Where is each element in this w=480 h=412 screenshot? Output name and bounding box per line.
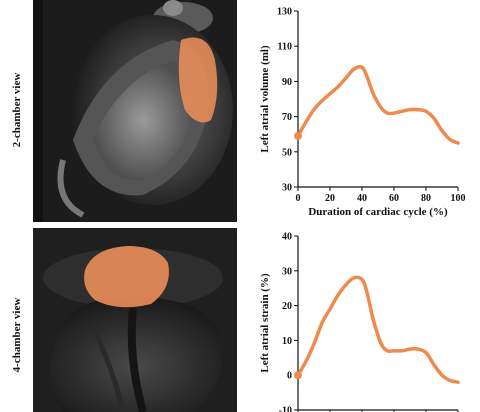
strain-y-axis-label: Left atrial strain (%) [259,273,271,373]
strain-start-point [294,371,302,380]
volume-y-tick-label: 130 [277,7,292,18]
volume-x-tick-label: 0 [296,193,301,204]
volume-x-axis-label: Duration of cardiac cycle (%) [308,206,448,218]
volume-y-tick-label: 90 [282,77,292,88]
strain-y-tick-label: 20 [282,301,292,312]
strain-y-tick-label: 40 [282,232,292,243]
volume-x-tick-label: 100 [451,193,466,204]
left-atrium-overlay [84,246,169,308]
strain-series-line [296,275,460,384]
strain-y-tick-label: 30 [282,266,292,277]
volume-x-tick-label: 60 [389,193,399,204]
volume-y-tick-label: 50 [282,147,292,158]
volume-y-tick-label: 70 [282,112,292,123]
left-atrium-overlay [178,37,218,123]
mri-image-2-chamber [33,0,237,222]
volume-start-point [294,131,302,140]
mri-image-4-chamber [33,228,237,412]
volume-y-tick-label: 110 [278,42,292,53]
volume-x-tick-label: 40 [357,193,367,204]
volume-series-line [296,65,460,145]
volume-y-tick-label: 30 [282,183,292,194]
volume-y-axis-label: Left atrial volume (ml) [259,45,271,153]
volume-x-tick-label: 80 [421,193,431,204]
chart-left-atrial-strain: -10 0 10 20 30 40 Left atrial strain (%) [252,230,467,412]
strain-y-tick-label: 0 [287,371,292,382]
strain-y-tick-label: -10 [279,406,292,412]
volume-x-tick-label: 20 [325,193,335,204]
strain-y-tick-label: 10 [282,336,292,347]
chart-left-atrial-volume: 30 50 70 90 110 130 0 20 40 60 80 100 Left atrial vo… [252,4,467,219]
